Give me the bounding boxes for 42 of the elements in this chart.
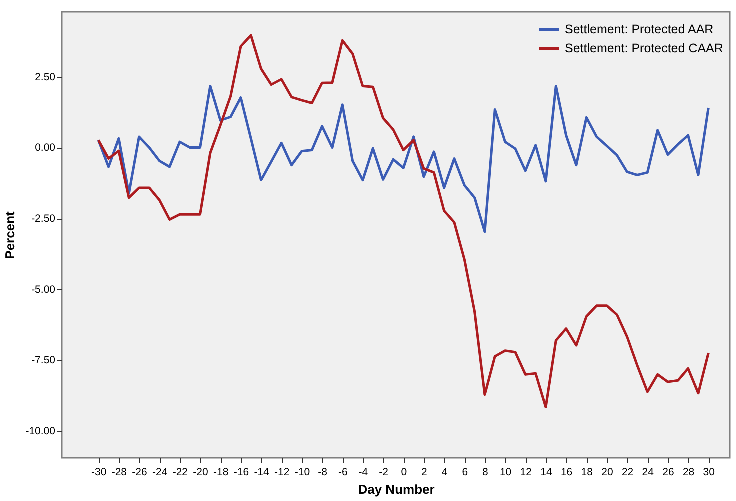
x-tick-label: -8 — [318, 466, 328, 478]
x-tick-label: -12 — [274, 466, 290, 478]
x-tick-label: -24 — [152, 466, 168, 478]
x-tick-label: 24 — [642, 466, 654, 478]
x-tick-label: -10 — [294, 466, 310, 478]
y-tick-label: -5.00 — [32, 284, 56, 296]
y-axis-title: Percent — [2, 210, 18, 260]
y-tick-label: -2.50 — [32, 213, 56, 226]
y-tick-label: -10.00 — [26, 426, 56, 438]
x-tick-label: 6 — [462, 466, 468, 478]
y-tick-label: 2.50 — [35, 71, 56, 84]
x-tick-label: 8 — [482, 466, 489, 478]
x-tick-label: 28 — [682, 466, 695, 478]
x-tick-label: 26 — [662, 466, 674, 478]
x-tick-label: -2 — [379, 466, 389, 478]
x-tick-label: 4 — [442, 466, 448, 478]
x-tick-label: 12 — [520, 466, 532, 478]
x-tick-label: 10 — [500, 466, 512, 478]
x-tick-label: -6 — [338, 466, 348, 478]
x-tick-label: -18 — [214, 466, 229, 478]
x-tick-label: 0 — [401, 466, 408, 478]
legend-label: Settlement: Protected CAAR — [565, 42, 724, 56]
x-tick-label: 14 — [540, 466, 552, 478]
y-tick-label: 0.00 — [35, 142, 56, 154]
x-tick-label: -28 — [112, 466, 128, 478]
y-tick-label: -7.50 — [32, 354, 56, 367]
x-tick-label: -22 — [172, 466, 188, 478]
x-tick-label: 18 — [581, 466, 594, 478]
x-tick-label: -30 — [92, 466, 107, 478]
legend-label: Settlement: Protected AAR — [565, 22, 714, 36]
x-tick-label: 20 — [602, 466, 614, 478]
x-tick-label: 30 — [703, 466, 716, 478]
x-tick-label: -16 — [234, 466, 250, 478]
x-tick-label: -4 — [358, 466, 368, 478]
x-axis-title: Day Number — [358, 482, 435, 497]
x-tick-label: -20 — [193, 466, 209, 478]
x-tick-label: 2 — [422, 466, 428, 478]
x-tick-label: -14 — [254, 466, 270, 478]
x-tick-label: -26 — [132, 466, 148, 478]
x-tick-label: 16 — [560, 466, 573, 478]
x-tick-label: 22 — [622, 466, 634, 478]
line-series — [97, 84, 710, 234]
